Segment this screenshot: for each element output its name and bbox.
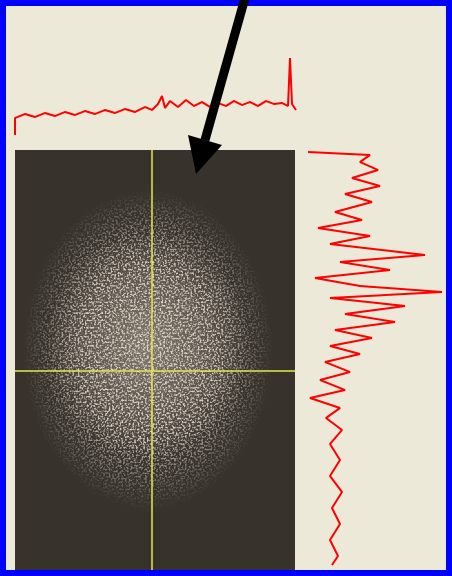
page: (() => { const data = JSON.parse(documen… — [0, 0, 452, 576]
image-speckle — [23, 190, 273, 510]
image-view — [15, 150, 295, 570]
screenshot — [0, 0, 452, 576]
